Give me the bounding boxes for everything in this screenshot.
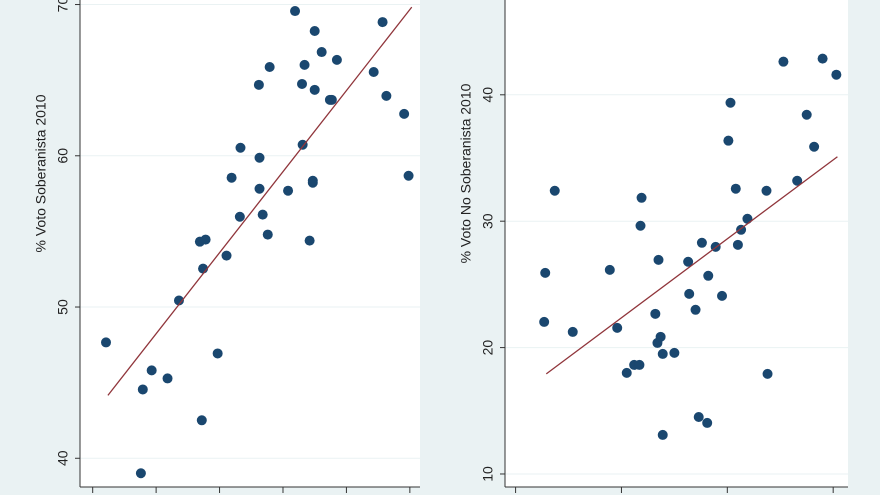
- point: [732, 239, 743, 250]
- point: [636, 192, 647, 203]
- plot-area: [80, 0, 420, 487]
- point: [540, 267, 551, 278]
- point: [778, 56, 789, 67]
- point: [290, 6, 301, 17]
- point: [399, 108, 410, 119]
- point: [262, 229, 273, 240]
- point: [702, 417, 713, 428]
- point: [221, 250, 232, 261]
- point: [539, 316, 550, 327]
- point: [693, 411, 704, 422]
- point: [690, 304, 701, 315]
- point: [725, 97, 736, 108]
- point: [655, 331, 666, 342]
- point: [549, 185, 560, 196]
- point: [253, 79, 264, 90]
- point: [653, 254, 664, 265]
- point: [316, 47, 327, 58]
- point: [283, 185, 294, 196]
- point: [226, 172, 237, 183]
- point: [742, 213, 753, 224]
- point: [762, 368, 773, 379]
- point: [604, 264, 615, 275]
- point: [200, 234, 211, 245]
- point: [234, 211, 245, 222]
- y-tick-label: 40: [55, 450, 71, 466]
- point: [696, 237, 707, 248]
- point: [309, 26, 320, 37]
- point: [331, 54, 342, 65]
- y-tick-label: 50: [55, 299, 71, 315]
- plot-area: [505, 0, 848, 487]
- point: [657, 429, 668, 440]
- fit-line: [107, 6, 413, 396]
- point: [162, 373, 173, 384]
- point: [817, 53, 828, 64]
- fit-line: [545, 156, 838, 375]
- point: [683, 256, 694, 267]
- point: [304, 235, 315, 246]
- point: [612, 322, 623, 333]
- y-tick-label: 10: [480, 466, 496, 482]
- point: [403, 170, 414, 181]
- point: [299, 59, 310, 70]
- point: [254, 183, 265, 194]
- point: [297, 78, 308, 89]
- point: [650, 308, 661, 319]
- point: [264, 62, 275, 73]
- point: [257, 209, 268, 220]
- point: [307, 175, 318, 186]
- y-axis-title: % Voto No Soberanista 2010: [458, 83, 474, 263]
- point: [212, 348, 223, 359]
- point: [684, 288, 695, 299]
- point: [730, 183, 741, 194]
- y-tick-label: 40: [480, 87, 496, 103]
- point: [196, 415, 207, 426]
- point: [235, 142, 246, 153]
- point: [135, 468, 146, 479]
- point: [567, 326, 578, 337]
- point: [101, 337, 112, 348]
- point: [792, 175, 803, 186]
- point: [381, 90, 392, 101]
- point: [703, 270, 714, 281]
- point: [657, 348, 668, 359]
- point: [801, 109, 812, 120]
- point: [309, 84, 320, 95]
- point: [635, 220, 646, 231]
- y-tick-label: 30: [480, 213, 496, 229]
- point: [173, 295, 184, 306]
- y-tick-label: 70: [55, 0, 71, 12]
- point: [146, 365, 157, 376]
- point: [717, 290, 728, 301]
- point: [377, 17, 388, 28]
- point: [761, 185, 772, 196]
- point: [326, 94, 337, 105]
- point: [137, 384, 148, 395]
- point: [297, 139, 308, 150]
- point: [831, 69, 842, 80]
- point: [368, 66, 379, 77]
- y-tick-label: 60: [55, 148, 71, 164]
- point: [723, 135, 734, 146]
- y-tick-label: 20: [480, 340, 496, 356]
- point: [809, 141, 820, 152]
- point: [254, 152, 265, 163]
- point: [669, 347, 680, 358]
- point: [634, 359, 645, 370]
- y-axis-title: % Voto Soberanista 2010: [33, 94, 49, 252]
- point: [621, 367, 632, 378]
